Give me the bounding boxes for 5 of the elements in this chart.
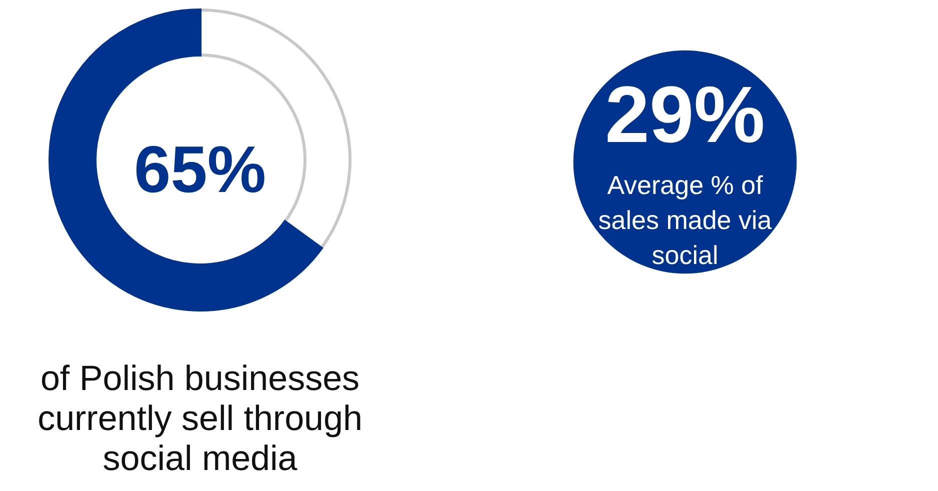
text: 29% (604, 70, 766, 159)
donut-slice (48, 8, 323, 312)
text: Average % of sales made via social (598, 170, 772, 270)
data-label: 65% (134, 132, 266, 206)
text: of Polish businesses currently sell through social media (38, 359, 362, 478)
